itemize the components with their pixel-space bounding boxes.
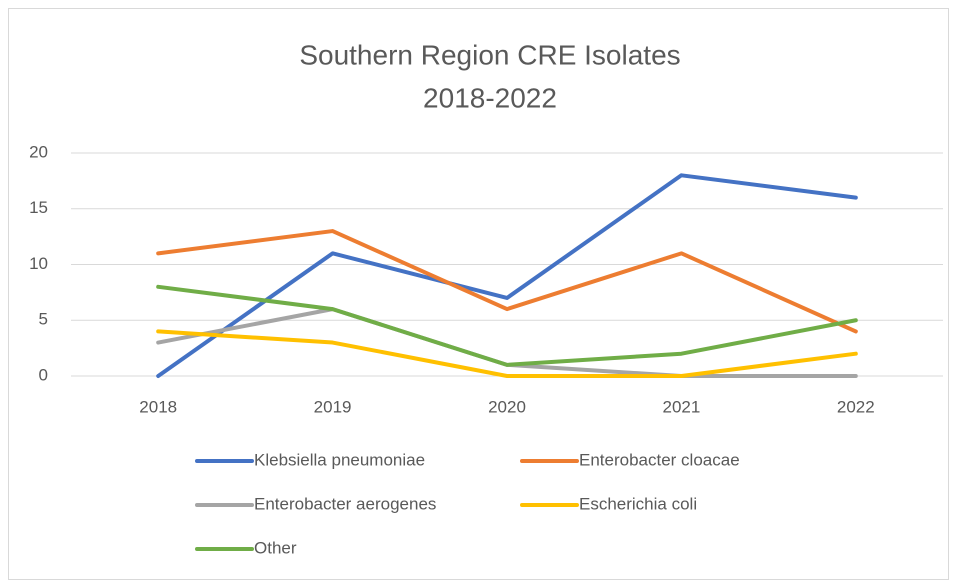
x-tick-label: 2022	[837, 397, 875, 416]
y-tick-label: 5	[39, 310, 48, 329]
legend-label: Enterobacter cloacae	[579, 450, 740, 469]
series-line	[156, 229, 858, 334]
series-line	[156, 173, 858, 378]
x-tick-label: 2018	[139, 397, 177, 416]
chart-subtitle: 2018-2022	[423, 82, 557, 113]
chart-title: Southern Region CRE Isolates	[299, 39, 680, 70]
y-tick-label: 0	[39, 365, 48, 384]
legend-label: Other	[254, 538, 297, 557]
x-tick-label: 2019	[314, 397, 352, 416]
series-line	[156, 284, 858, 367]
legend-label: Klebsiella pneumoniae	[254, 450, 425, 469]
legend-label: Enterobacter aerogenes	[254, 494, 436, 513]
series-line	[156, 329, 858, 378]
chart-border	[8, 8, 949, 580]
y-tick-label: 20	[29, 142, 48, 161]
x-tick-label: 2021	[662, 397, 700, 416]
y-tick-label: 10	[29, 254, 48, 273]
y-tick-label: 15	[29, 198, 48, 217]
x-tick-label: 2020	[488, 397, 526, 416]
legend-label: Escherichia coli	[579, 494, 697, 513]
